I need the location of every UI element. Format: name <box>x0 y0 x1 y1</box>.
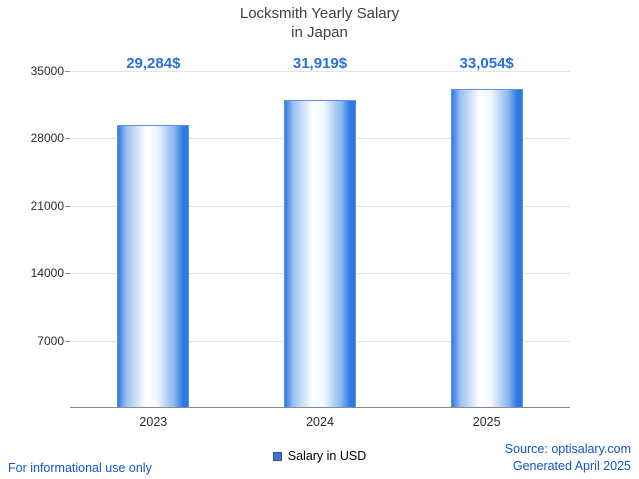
disclaimer-text: For informational use only <box>8 461 152 475</box>
x-tick-label-2025: 2025 <box>472 415 501 429</box>
value-label-2023: 29,284$ <box>126 55 181 72</box>
bar-2024 <box>284 99 356 407</box>
gridline-35000 <box>70 71 570 72</box>
bar-2023 <box>117 125 190 407</box>
value-label-2024: 31,919$ <box>292 55 348 72</box>
legend: Salary in USD <box>0 449 639 463</box>
chart-title-line1: Locksmith Yearly Salary <box>239 5 400 22</box>
bar-2025 <box>450 88 523 407</box>
chart-title: Locksmith Yearly Salary in Japan <box>0 5 639 43</box>
y-tick-mark-21000 <box>65 205 70 207</box>
legend-swatch-icon <box>272 451 282 461</box>
y-tick-label-14000: 14000 <box>30 266 64 281</box>
y-tick-mark-7000 <box>65 340 70 342</box>
x-tick-label-2024: 2024 <box>306 415 334 429</box>
legend-label: Salary in USD <box>287 449 367 463</box>
generated-date: Generated April 2025 <box>512 459 631 474</box>
y-tick-label-21000: 21000 <box>30 198 64 213</box>
value-labels-row: 29,284$ 31,919$ 33,054$ <box>70 55 570 75</box>
source-info: Source: optisalary.com Generated April 2… <box>505 441 631 475</box>
value-label-2025: 33,054$ <box>459 55 514 72</box>
y-tick-mark-28000 <box>65 138 70 140</box>
x-tick-label-2023: 2023 <box>139 415 168 429</box>
y-tick-mark-35000 <box>65 71 70 72</box>
y-tick-mark-14000 <box>65 273 70 275</box>
chart-title-line2: in Japan <box>291 23 348 41</box>
y-tick-label-7000: 7000 <box>37 333 64 348</box>
y-tick-label-35000: 35000 <box>30 64 64 78</box>
plot-area <box>70 71 570 408</box>
y-tick-label-28000: 28000 <box>30 131 64 146</box>
source-link[interactable]: Source: optisalary.com <box>504 442 631 457</box>
